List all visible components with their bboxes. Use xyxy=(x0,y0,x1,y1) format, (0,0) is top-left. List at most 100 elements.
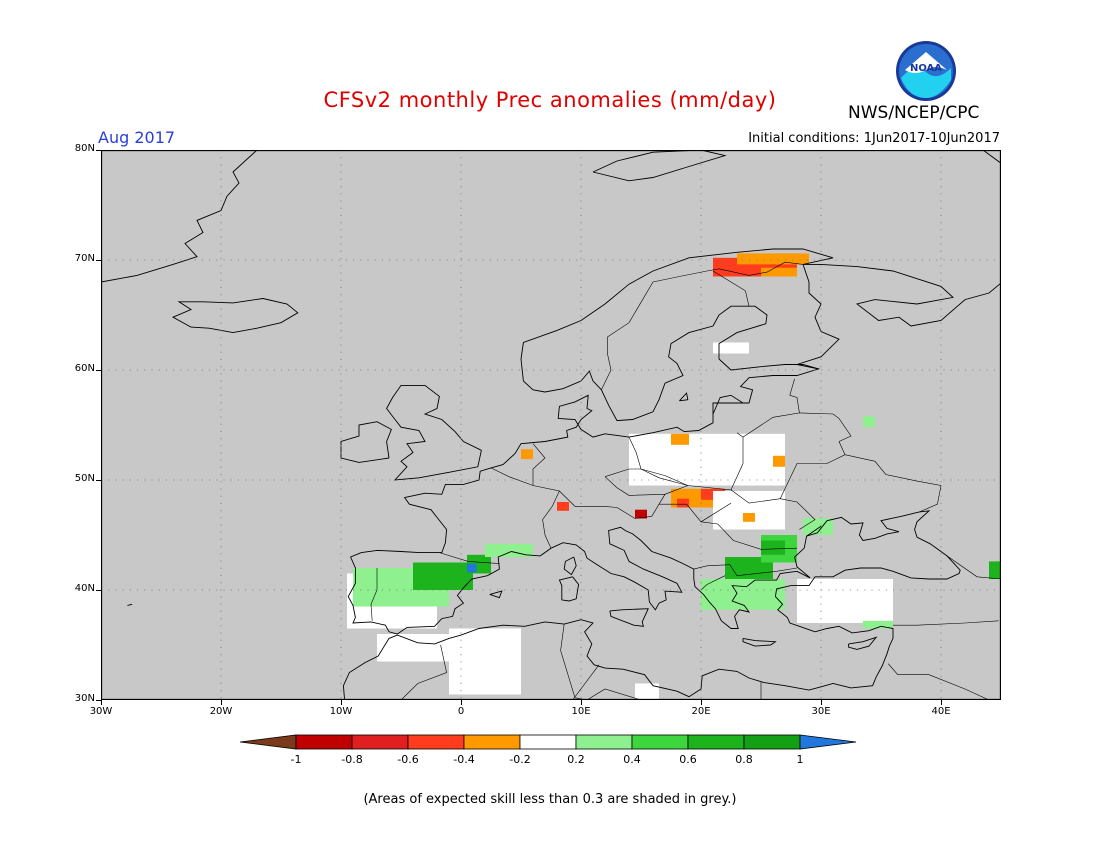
colorbar-swatch xyxy=(631,734,689,750)
coastline-scandinavia xyxy=(520,248,1001,382)
latitude-tick xyxy=(96,590,101,591)
country-border xyxy=(742,378,800,438)
europe-map xyxy=(101,150,1001,700)
country-border xyxy=(730,489,816,530)
map-frame xyxy=(101,150,1001,700)
colorbar-swatch xyxy=(351,734,409,750)
coastline-novaya-zemlya xyxy=(982,150,1001,186)
latitude-tick xyxy=(96,480,101,481)
latitude-tick-label: 50N xyxy=(74,473,95,484)
latitude-tick xyxy=(96,150,101,151)
country-border xyxy=(887,663,990,700)
coastline-cyprus xyxy=(848,636,878,650)
coastline-corsica xyxy=(563,556,577,576)
colorbar-swatch xyxy=(687,734,745,750)
country-border xyxy=(560,624,576,698)
colorbar-label: -1 xyxy=(291,753,302,766)
country-border xyxy=(400,644,447,700)
colorbar-low-arrow xyxy=(240,734,297,750)
colorbar-label: -0.2 xyxy=(509,753,530,766)
longitude-tick-label: 30W xyxy=(89,706,113,717)
anomaly-bulgaria-strong-wet xyxy=(761,540,785,555)
anomaly-spain-wet xyxy=(413,562,473,590)
country-border xyxy=(659,502,732,523)
anomaly-caucasus-wet xyxy=(989,561,1001,579)
organization-label: NWS/NCEP/CPC xyxy=(848,103,980,123)
country-border xyxy=(572,664,600,700)
initial-conditions: Initial conditions: 1Jun2017-10Jun2017 xyxy=(748,131,1000,146)
colorbar-label: -0.4 xyxy=(453,753,474,766)
anomaly-finnmark-moderate-dry xyxy=(737,253,809,265)
map-title: CFSv2 monthly Prec anomalies (mm/day) xyxy=(323,88,777,112)
coastline-sardinia xyxy=(558,576,580,602)
country-border xyxy=(730,432,744,491)
coastline-black-sea-n xyxy=(806,525,822,537)
country-border xyxy=(370,568,378,621)
anomaly-catalonia-very-wet xyxy=(467,563,477,573)
longitude-tick-label: 10W xyxy=(329,706,353,717)
anomaly-slovenia-very-dry xyxy=(635,509,647,519)
logo-text: NOAA xyxy=(910,63,942,74)
longitude-tick xyxy=(101,700,102,705)
latitude-tick xyxy=(96,700,101,701)
colorbar-label: 0.8 xyxy=(735,753,753,766)
longitude-tick xyxy=(821,700,822,705)
anomaly-layer xyxy=(347,253,1001,700)
longitude-tick-label: 30E xyxy=(811,706,831,717)
noaa-logo: NOAA xyxy=(895,40,957,102)
colorbar-high-arrow xyxy=(799,734,857,750)
colorbar-label: -0.6 xyxy=(397,753,418,766)
country-border xyxy=(700,575,726,591)
anomaly-ukraine-dry xyxy=(773,455,785,467)
country-border xyxy=(693,564,798,577)
coastline-ireland xyxy=(340,421,392,463)
anomaly-hungary-dry xyxy=(677,498,689,508)
coastline-mallorca xyxy=(489,590,503,599)
coastline-sicily xyxy=(609,608,649,627)
longitude-tick-label: 20E xyxy=(691,706,711,717)
colorbar-label: -0.8 xyxy=(341,753,362,766)
anomaly-lapland-moderate-dry xyxy=(761,267,797,277)
coastline-svalbard xyxy=(592,150,727,182)
anomaly-russia-light-wet xyxy=(863,416,875,428)
skill-footnote: (Areas of expected skill less than 0.3 a… xyxy=(363,792,737,807)
latitude-tick xyxy=(96,260,101,261)
longitude-tick xyxy=(941,700,942,705)
colorbar-label: 0.4 xyxy=(623,753,641,766)
coastline-baltic-states xyxy=(712,394,744,415)
colorbar-swatch xyxy=(743,734,801,750)
anomaly-anatolia-neutral xyxy=(797,579,893,623)
country-border xyxy=(893,620,999,626)
longitude-tick-label: 10E xyxy=(571,706,591,717)
longitude-tick-label: 40E xyxy=(931,706,951,717)
coastline-iceland xyxy=(171,298,299,334)
country-border xyxy=(946,555,1001,580)
latitude-tick-label: 60N xyxy=(74,363,95,374)
colorbar-swatch xyxy=(295,734,353,750)
longitude-tick xyxy=(581,700,582,705)
colorbar-label: 0.2 xyxy=(567,753,585,766)
anomaly-carpathian-neutral xyxy=(713,491,785,530)
coastline-crete xyxy=(742,637,777,647)
country-border xyxy=(490,467,560,549)
latitude-tick-label: 40N xyxy=(74,583,95,594)
anomaly-switzerland-dry xyxy=(557,502,569,511)
country-border xyxy=(799,412,852,455)
anomaly-libya-neutral xyxy=(635,683,659,700)
anomaly-morocco-neutral xyxy=(377,634,449,662)
anomaly-romania-dry xyxy=(743,513,755,522)
anomaly-netherlands-dry xyxy=(521,449,533,460)
coastline-norway-south xyxy=(342,305,961,700)
colorbar: -1 -0.8 -0.6 -0.4 -0.2 0.2 0.4 0.6 0.8 1 xyxy=(240,734,857,766)
longitude-tick-label: 20W xyxy=(209,706,233,717)
country-border xyxy=(532,443,546,486)
coastline-baltic-finland-gulf xyxy=(795,264,840,370)
colorbar-swatch xyxy=(519,734,577,750)
country-border xyxy=(604,476,666,496)
country-border xyxy=(779,454,942,513)
anomaly-finland-neutral xyxy=(713,342,749,354)
anomaly-poland-dry xyxy=(671,433,689,445)
coastline-layer xyxy=(101,150,1001,700)
longitude-tick xyxy=(461,700,462,705)
coastline-azores xyxy=(127,603,133,606)
